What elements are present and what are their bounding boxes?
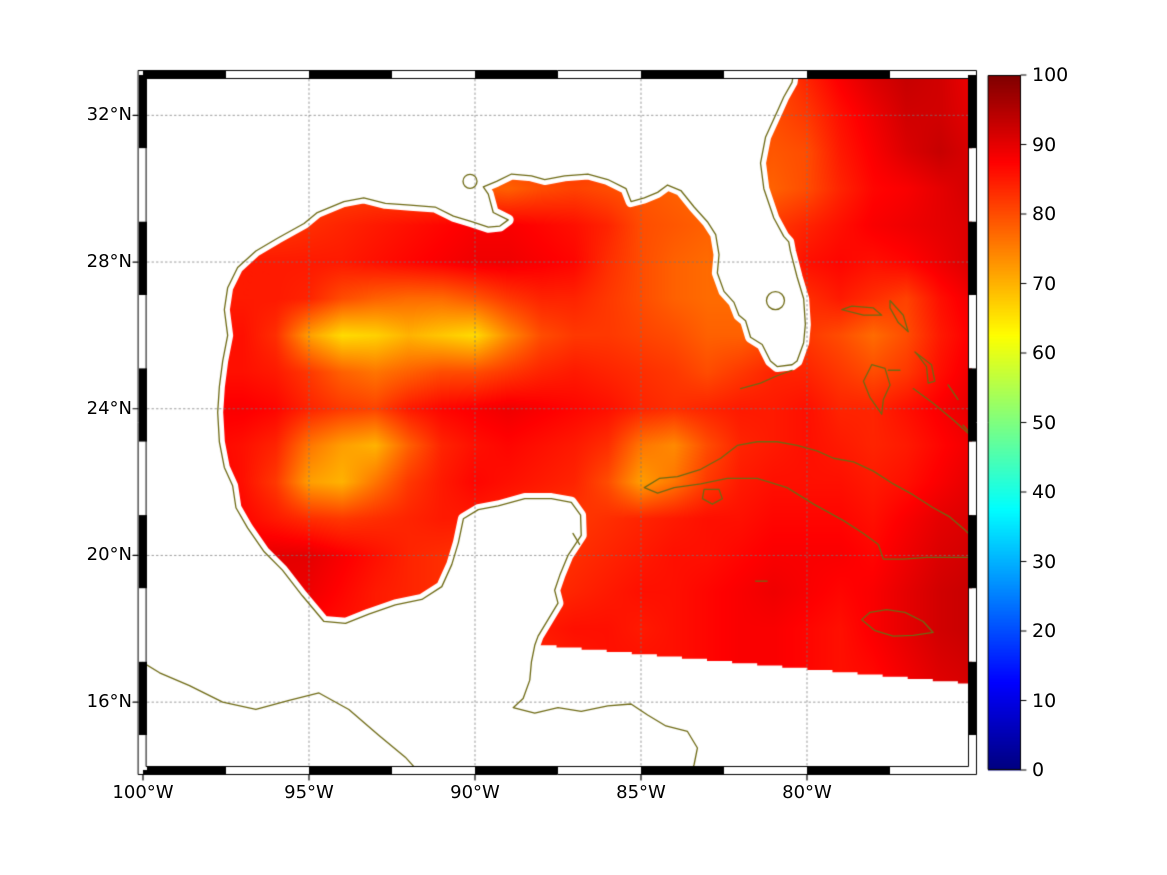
colorbar-tick-label: 10 xyxy=(1032,689,1057,712)
x-axis-tick-label: 85°W xyxy=(616,782,666,803)
colorbar-tick-label: 0 xyxy=(1032,759,1045,781)
y-axis-tick-label: 20°N xyxy=(86,544,132,566)
colorbar-tick-label: 50 xyxy=(1032,411,1057,434)
colorbar-tick-label: 60 xyxy=(1032,342,1057,364)
y-axis-tick-label: 16°N xyxy=(86,691,132,713)
colorbar-tick-label: 90 xyxy=(1032,133,1057,156)
colorbar-tick-label: 70 xyxy=(1032,272,1057,295)
colorbar-tick-label: 40 xyxy=(1032,481,1057,503)
colorbar-tick-label: 20 xyxy=(1032,620,1057,642)
y-axis-tick-label: 32°N xyxy=(86,104,132,126)
y-axis-tick-label: 28°N xyxy=(86,251,132,273)
x-axis-tick-label: 90°W xyxy=(450,782,500,803)
colorbar-tick-label: 100 xyxy=(1032,64,1069,86)
colorbar-tick-label: 80 xyxy=(1032,203,1057,225)
x-axis-tick-label: 80°W xyxy=(782,782,832,803)
y-axis-tick-label: 24°N xyxy=(86,397,132,419)
x-axis-tick-label: 100°W xyxy=(112,782,174,803)
colorbar-tick-label: 30 xyxy=(1032,550,1057,573)
x-axis-tick-label: 95°W xyxy=(284,782,334,803)
